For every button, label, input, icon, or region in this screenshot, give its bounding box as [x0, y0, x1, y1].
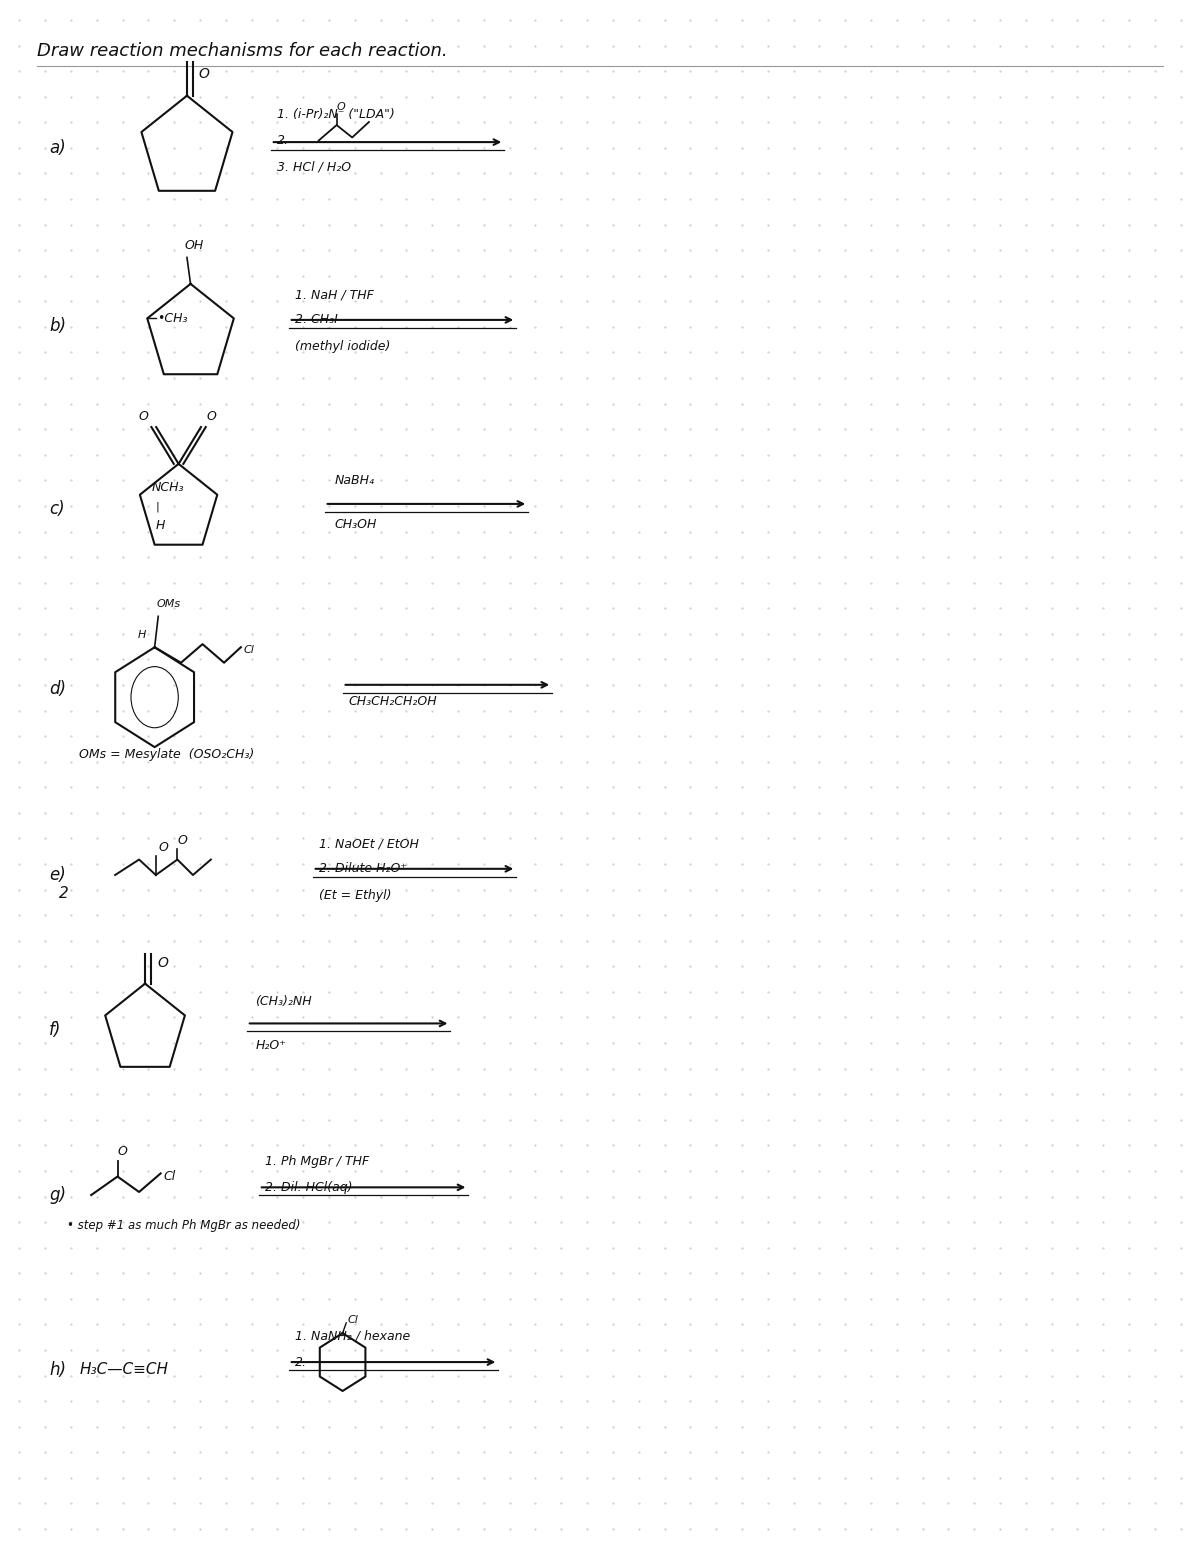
Text: • step #1 as much Ph MgBr as needed): • step #1 as much Ph MgBr as needed) [67, 1219, 301, 1233]
Text: b): b) [49, 318, 66, 335]
Text: a): a) [49, 139, 66, 158]
Text: O: O [118, 1145, 127, 1159]
Text: 2.: 2. [295, 1355, 307, 1369]
Text: O: O [157, 956, 168, 970]
Text: |: | [156, 502, 160, 513]
Text: NaBH₄: NaBH₄ [335, 474, 374, 488]
Text: H: H [138, 630, 146, 640]
Text: CH₃OH: CH₃OH [335, 517, 377, 530]
Text: OH: OH [185, 239, 204, 252]
Text: O: O [138, 410, 148, 423]
Text: H₃C—C≡CH: H₃C—C≡CH [79, 1362, 168, 1377]
Text: 1. (i-Pr)₂N⁻ ("LDA"): 1. (i-Pr)₂N⁻ ("LDA") [277, 108, 395, 121]
Text: CH₃CH₂CH₂OH: CH₃CH₂CH₂OH [348, 696, 437, 708]
Text: O: O [206, 410, 217, 423]
Text: OMs = Mesylate  (OSO₂CH₃): OMs = Mesylate (OSO₂CH₃) [79, 748, 254, 761]
Text: O: O [178, 835, 187, 847]
Text: OMs: OMs [157, 599, 181, 609]
Text: 2. Dil. HCl(aq): 2. Dil. HCl(aq) [265, 1180, 353, 1194]
Text: 3. HCl / H₂O: 3. HCl / H₂O [277, 161, 350, 173]
Text: h): h) [49, 1360, 66, 1379]
Text: 1. NaH / THF: 1. NaH / THF [295, 288, 373, 302]
Text: H: H [156, 519, 164, 533]
Text: Cl: Cl [244, 646, 254, 655]
Text: Draw reaction mechanisms for each reaction.: Draw reaction mechanisms for each reacti… [37, 42, 448, 60]
Text: d): d) [49, 680, 66, 699]
Text: 1. NaNH₂ / hexane: 1. NaNH₂ / hexane [295, 1329, 410, 1343]
Text: •CH₃: •CH₃ [157, 311, 187, 325]
Text: (methyl iodide): (methyl iodide) [295, 339, 390, 353]
Text: 1. NaOEt / EtOH: 1. NaOEt / EtOH [319, 838, 419, 850]
Text: f): f) [49, 1021, 61, 1039]
Text: Cl: Cl [163, 1169, 175, 1183]
Text: NCH₃: NCH₃ [152, 480, 185, 494]
Text: Cl: Cl [347, 1315, 359, 1324]
Text: e): e) [49, 866, 66, 884]
Text: (Et = Ethyl): (Et = Ethyl) [319, 889, 391, 902]
Text: 2.: 2. [277, 135, 289, 147]
Text: O: O [337, 102, 346, 112]
Text: g): g) [49, 1187, 66, 1204]
Text: O: O [158, 841, 168, 853]
Text: 2. CH₃I: 2. CH₃I [295, 313, 337, 327]
Text: O: O [199, 67, 210, 81]
Text: c): c) [49, 499, 65, 517]
Text: 1. Ph MgBr / THF: 1. Ph MgBr / THF [265, 1154, 370, 1168]
Text: 2: 2 [59, 886, 68, 902]
Text: H₂O⁺: H₂O⁺ [256, 1038, 286, 1052]
Text: (CH₃)₂NH: (CH₃)₂NH [256, 996, 312, 1008]
Text: 2. Dilute H₂O⁺: 2. Dilute H₂O⁺ [319, 863, 407, 875]
